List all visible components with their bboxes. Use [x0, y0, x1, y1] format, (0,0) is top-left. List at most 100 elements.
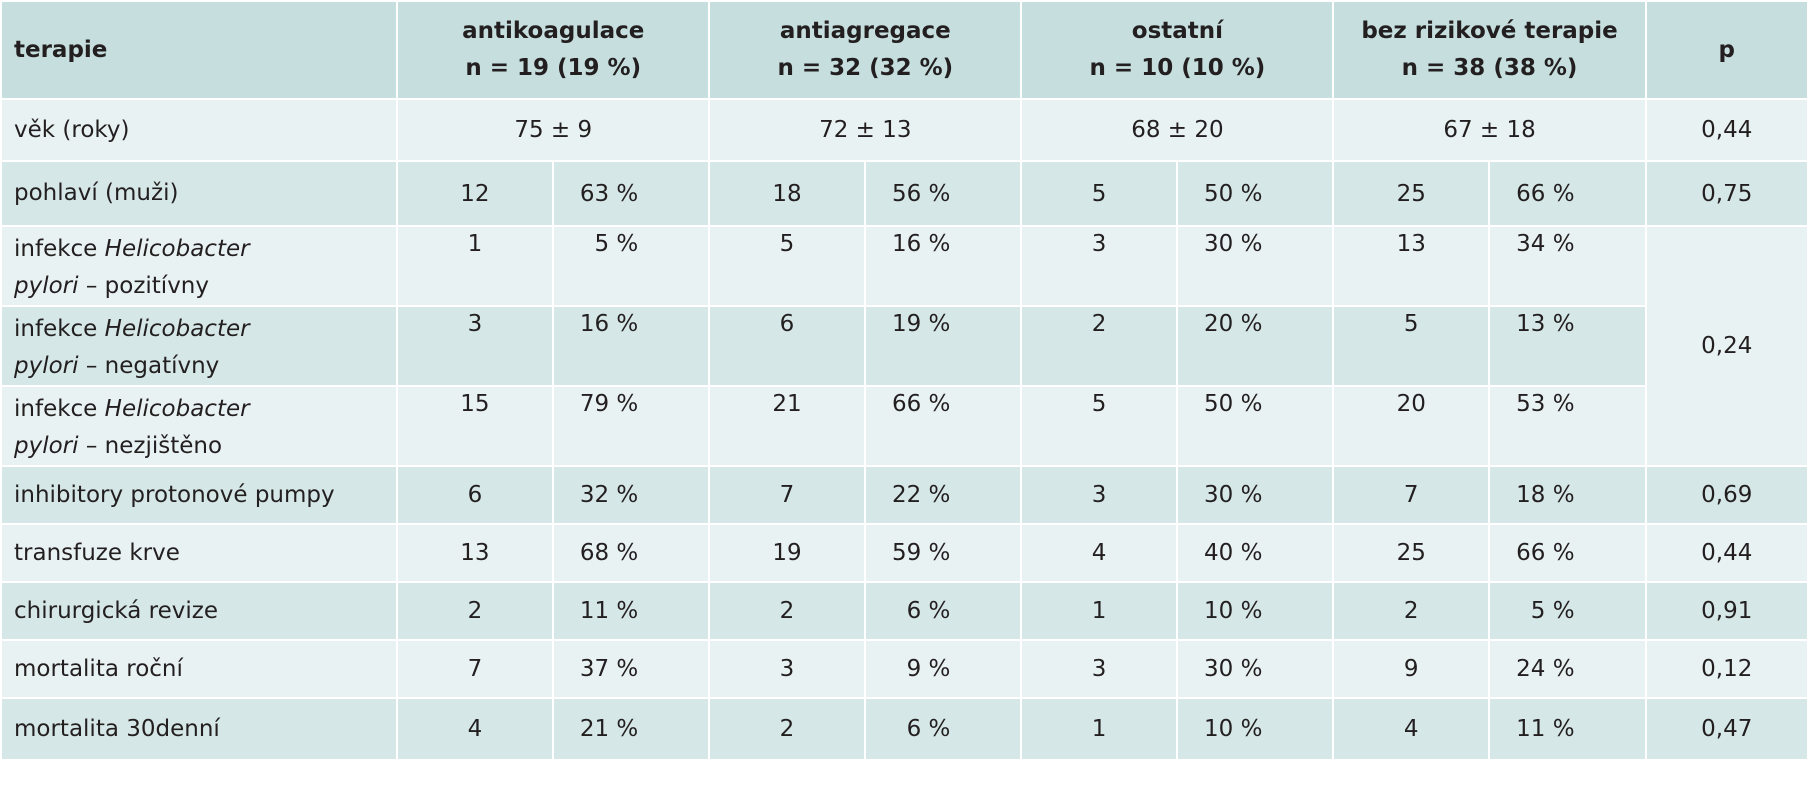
table-cell: 66 %	[1487, 523, 1647, 583]
table-cell: 5	[708, 225, 866, 307]
header-p: p	[1644, 0, 1809, 100]
table-cell: 30 %	[1175, 225, 1335, 307]
table-cell: 22 %	[863, 465, 1023, 525]
table-cell: 18 %	[1487, 465, 1647, 525]
header-row: terapie antikoagulace n = 19 (19 %) antia…	[0, 0, 1809, 100]
p-value: 0,47	[1644, 697, 1809, 761]
row-label: infekce Helicobacter pylori – nezjištěno	[0, 385, 399, 467]
table-cell: 5 %	[551, 225, 711, 307]
table-cell: 2	[396, 581, 554, 641]
table-cell: 53 %	[1487, 385, 1647, 467]
table-cell: 3	[708, 639, 866, 699]
table-cell: 32 %	[551, 465, 711, 525]
table-cell: 56 %	[863, 160, 1023, 227]
table-cell: 7	[708, 465, 866, 525]
therapy-comparison-table: terapie antikoagulace n = 19 (19 %) antia…	[0, 0, 1809, 761]
table-cell: 2	[708, 697, 866, 761]
table-cell: 30 %	[1175, 639, 1335, 699]
table-cell: 9	[1332, 639, 1490, 699]
table-cell: 66 %	[1487, 160, 1647, 227]
table-row: mortalita 30denní 4 21 % 2 6 % 1 10 % 4 …	[0, 697, 1809, 761]
table-cell: 5 %	[1487, 581, 1647, 641]
row-label: infekce Helicobacter pylori – pozitívny	[0, 225, 399, 307]
p-value: 0,44	[1644, 98, 1809, 162]
table-row: inhibitory protonové pumpy 6 32 % 7 22 %…	[0, 465, 1809, 525]
p-value: 0,12	[1644, 639, 1809, 699]
table-cell: 40 %	[1175, 523, 1335, 583]
table-cell: 50 %	[1175, 160, 1335, 227]
table-cell: 7	[396, 639, 554, 699]
table-cell: 11 %	[1487, 697, 1647, 761]
header-antiagregace: antiagregace n = 32 (32 %)	[708, 0, 1023, 100]
table-cell: 2	[1332, 581, 1490, 641]
table-cell: 3	[1020, 225, 1178, 307]
table-cell: 19	[708, 523, 866, 583]
table-cell: 72 ± 13	[708, 98, 1023, 162]
p-value: 0,91	[1644, 581, 1809, 641]
table-cell: 6 %	[863, 697, 1023, 761]
table-cell: 5	[1332, 305, 1490, 387]
table-row: chirurgická revize 2 11 % 2 6 % 1 10 % 2…	[0, 581, 1809, 641]
p-value: 0,44	[1644, 523, 1809, 583]
row-label: pohlaví (muži)	[0, 160, 399, 227]
table-cell: 15	[396, 385, 554, 467]
header-ostatni: ostatní n = 10 (10 %)	[1020, 0, 1335, 100]
row-label: infekce Helicobacter pylori – negatívny	[0, 305, 399, 387]
table-cell: 50 %	[1175, 385, 1335, 467]
table-cell: 6 %	[863, 581, 1023, 641]
table-cell: 21 %	[551, 697, 711, 761]
table-cell: 7	[1332, 465, 1490, 525]
table-cell: 4	[1020, 523, 1178, 583]
table-cell: 66 %	[863, 385, 1023, 467]
table-cell: 11 %	[551, 581, 711, 641]
table-cell: 10 %	[1175, 581, 1335, 641]
table-cell: 25	[1332, 160, 1490, 227]
table-cell: 13 %	[1487, 305, 1647, 387]
table-cell: 24 %	[1487, 639, 1647, 699]
table-cell: 13	[396, 523, 554, 583]
header-antikoagulace: antikoagulace n = 19 (19 %)	[396, 0, 711, 100]
table-cell: 6	[396, 465, 554, 525]
table-cell: 20 %	[1175, 305, 1335, 387]
table-cell: 6	[708, 305, 866, 387]
table-cell: 1	[1020, 697, 1178, 761]
table-row-sex: pohlaví (muži) 12 63 % 18 56 % 5 50 % 25…	[0, 160, 1809, 227]
table-cell: 1	[1020, 581, 1178, 641]
table-cell: 21	[708, 385, 866, 467]
table-cell: 16 %	[551, 305, 711, 387]
table-cell: 63 %	[551, 160, 711, 227]
table-cell: 2	[708, 581, 866, 641]
header-terapie: terapie	[0, 0, 399, 100]
row-label: mortalita roční	[0, 639, 399, 699]
table-cell: 19 %	[863, 305, 1023, 387]
p-value: 0,69	[1644, 465, 1809, 525]
table-cell: 16 %	[863, 225, 1023, 307]
table-cell: 20	[1332, 385, 1490, 467]
table-cell: 10 %	[1175, 697, 1335, 761]
table-cell: 25	[1332, 523, 1490, 583]
table-cell: 75 ± 9	[396, 98, 711, 162]
table-row-hp-unknown: infekce Helicobacter pylori – nezjištěno …	[0, 385, 1808, 467]
row-label: chirurgická revize	[0, 581, 399, 641]
p-value: 0,24	[1644, 225, 1809, 467]
table-row-hp-negative: infekce Helicobacter pylori – negatívny 3…	[0, 305, 1808, 387]
table-row-hp-positive: infekce Helicobacter pylori – pozitívny 1…	[0, 225, 1809, 467]
table-cell: 2	[1020, 305, 1178, 387]
table-cell: 13	[1332, 225, 1490, 307]
p-value: 0,75	[1644, 160, 1809, 227]
table-cell: 3	[396, 305, 554, 387]
table-cell: 3	[1020, 639, 1178, 699]
table-cell: 4	[396, 697, 554, 761]
table-cell: 37 %	[551, 639, 711, 699]
table-cell: 68 %	[551, 523, 711, 583]
table-cell: 5	[1020, 160, 1178, 227]
table-cell: 4	[1332, 697, 1490, 761]
table-cell: 34 %	[1487, 225, 1647, 307]
table-cell: 12	[396, 160, 554, 227]
table-cell: 67 ± 18	[1332, 98, 1647, 162]
table-cell: 18	[708, 160, 866, 227]
table-cell: 68 ± 20	[1020, 98, 1335, 162]
row-label: věk (roky)	[0, 98, 399, 162]
table-row: transfuze krve 13 68 % 19 59 % 4 40 % 25…	[0, 523, 1809, 583]
table-cell: 3	[1020, 465, 1178, 525]
